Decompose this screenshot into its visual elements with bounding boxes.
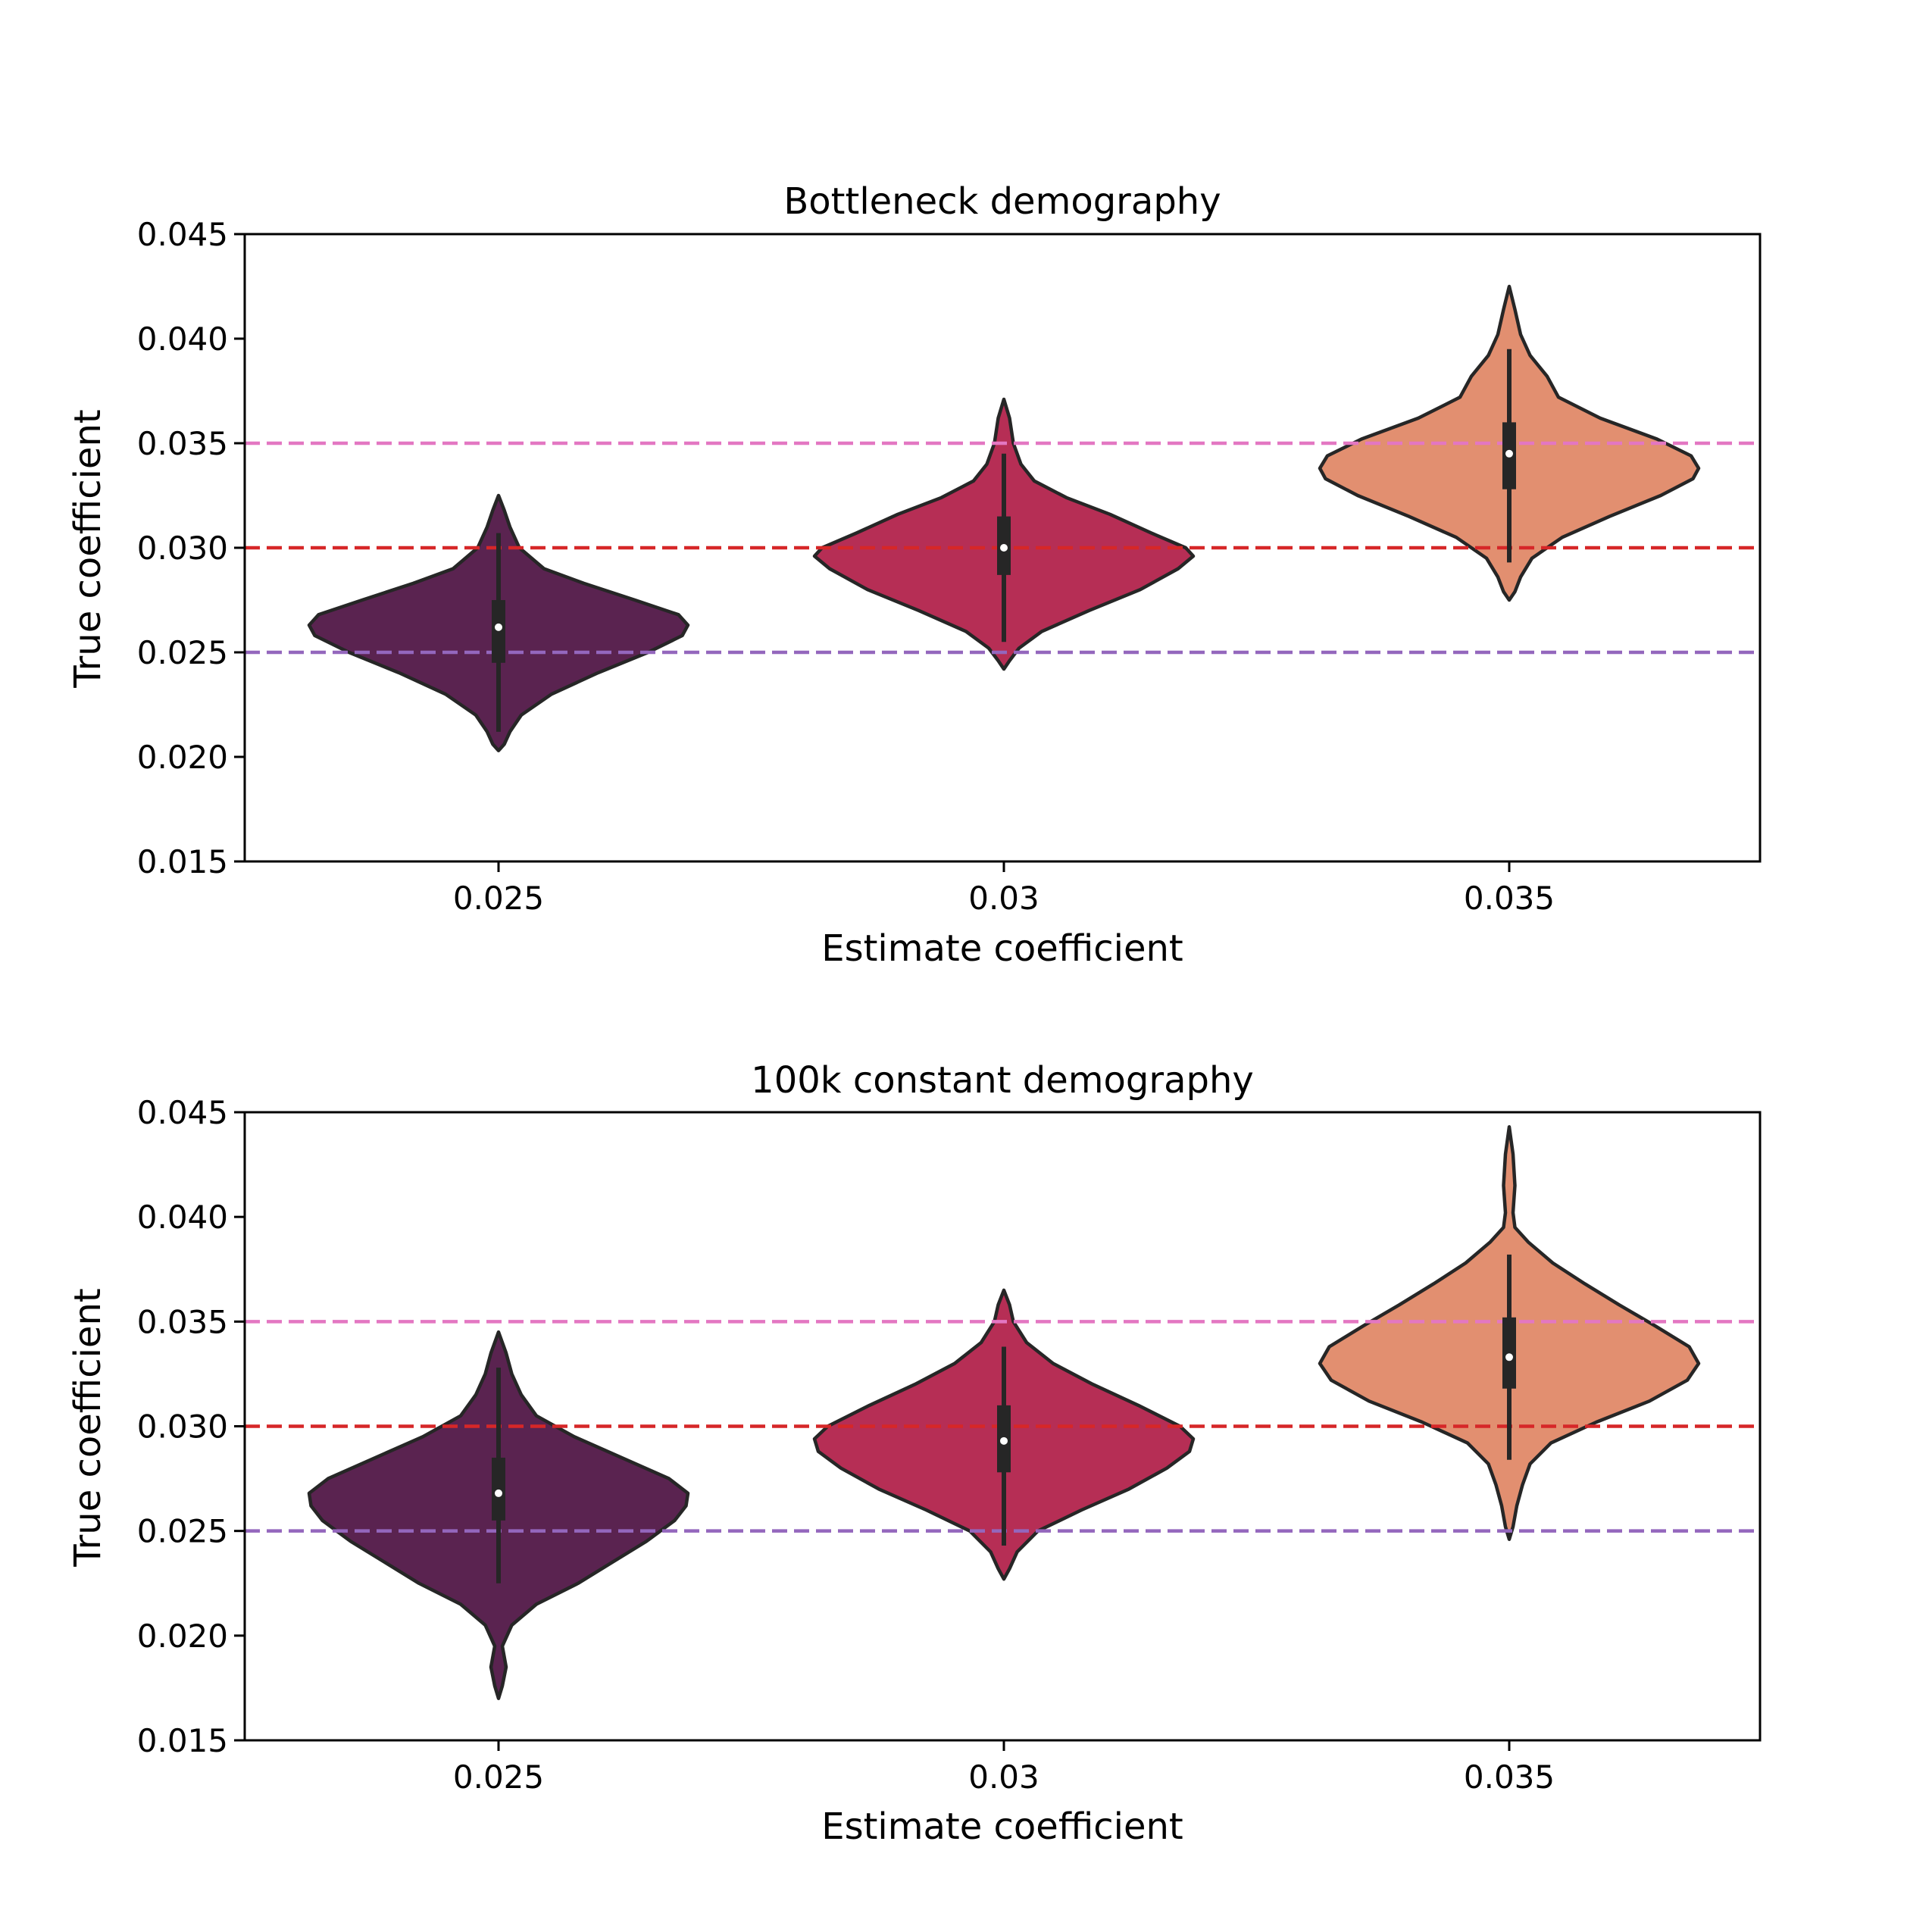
x-tick-label: 0.035 — [1464, 880, 1555, 917]
x-axis-label: Estimate coefficient — [821, 1805, 1183, 1848]
bottleneck-panel: Bottleneck demography 0.0150.0200.0250.0… — [67, 180, 1762, 970]
iqr-box — [492, 600, 505, 663]
median-marker — [1505, 449, 1513, 458]
x-axis-label: Estimate coefficient — [821, 927, 1183, 970]
y-tick-label: 0.025 — [137, 1513, 228, 1550]
y-axis-label: True coefficient — [67, 409, 109, 688]
plot-area: 0.015 0.020 0.025 0.030 0.035 0.040 0.045 0.025… — [137, 1094, 1762, 1796]
y-axis-label: True coefficient — [67, 1288, 109, 1567]
y-tick-label: 0.035 — [137, 1303, 228, 1340]
y-tick-label: 0.040 — [137, 1199, 228, 1236]
x-tick-label: 0.025 — [453, 1758, 544, 1796]
median-marker — [495, 1489, 502, 1497]
y-tick-label: 0.045 — [137, 216, 228, 253]
x-tick-label: 0.035 — [1464, 1758, 1555, 1796]
median-marker — [1000, 1436, 1008, 1445]
y-tick-label: 0.015 — [137, 1722, 228, 1759]
median-marker — [1505, 1353, 1513, 1361]
y-tick-label: 0.015 — [137, 843, 228, 880]
y-tick-label: 0.045 — [137, 1094, 228, 1131]
constant-panel: 100k constant demography 0.015 0.020 0.025… — [67, 1059, 1762, 1848]
y-tick-label: 0.025 — [137, 634, 228, 671]
y-tick-label: 0.040 — [137, 320, 228, 358]
median-marker — [1000, 544, 1008, 552]
y-tick-label: 0.020 — [137, 739, 228, 776]
panel-title: 100k constant demography — [751, 1059, 1254, 1102]
x-tick-label: 0.03 — [968, 1758, 1039, 1796]
y-tick-label: 0.035 — [137, 425, 228, 462]
x-tick-label: 0.025 — [453, 880, 544, 917]
y-tick-label: 0.020 — [137, 1618, 228, 1655]
panel-title: Bottleneck demography — [783, 180, 1221, 223]
median-marker — [495, 623, 502, 631]
iqr-box — [1502, 1317, 1516, 1389]
y-tick-label: 0.030 — [137, 530, 228, 567]
x-tick-label: 0.03 — [968, 880, 1039, 917]
iqr-box — [492, 1457, 505, 1521]
plot-area: 0.015 0.020 0.025 0.030 0.035 0.040 0.045 0.025… — [137, 216, 1762, 917]
y-tick-label: 0.030 — [137, 1408, 228, 1446]
